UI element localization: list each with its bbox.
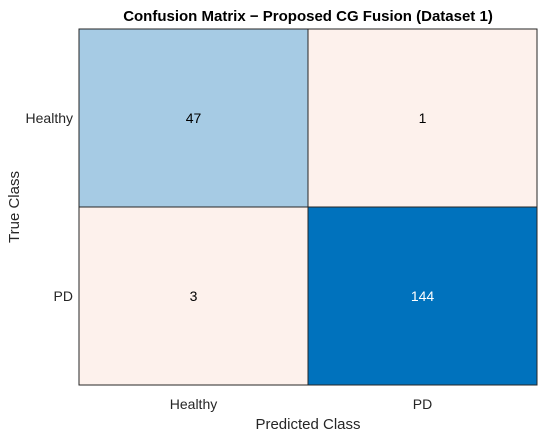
plot-frame [78,28,538,386]
cell-value-label: 144 [411,288,435,304]
x-tick-labels: Healthy PD [170,396,432,412]
y-axis-label: True Class [6,171,23,243]
cell-healthy-healthy [78,28,309,208]
y-tick-labels: Healthy PD [26,110,73,304]
y-tick-label: PD [54,288,73,304]
cell-value-label: 47 [186,110,202,126]
x-tick-label: Healthy [170,396,217,412]
chart-title: Confusion Matrix − Proposed CG Fusion (D… [123,8,493,25]
x-tick-label: PD [413,396,432,412]
cell-value-label: 1 [419,110,427,126]
cell-pd-pd [307,206,538,386]
cell-healthy-pd [307,28,538,208]
cell-pd-healthy [78,206,309,386]
cell-value-label: 3 [190,288,198,304]
x-axis-label: Predicted Class [255,416,360,433]
heatmap-cells: 47 1 3 144 [78,28,538,386]
y-tick-label: Healthy [26,110,73,126]
